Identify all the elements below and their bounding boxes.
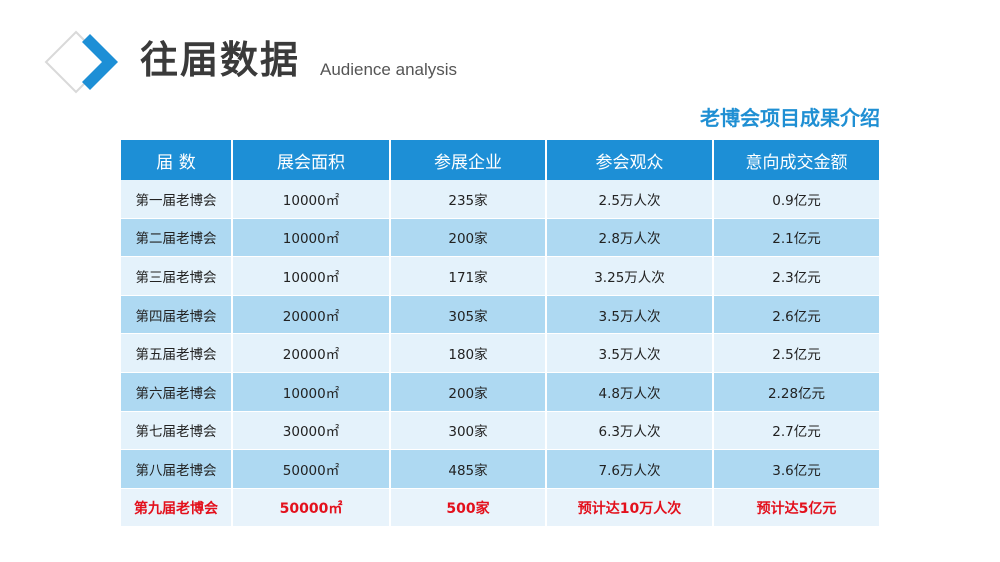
cell-exhibitors: 200家 [390, 372, 547, 412]
cell-visitors: 2.5万人次 [546, 180, 714, 219]
table-row-highlight: 第九届老博会 50000㎡ 500家 预计达10万人次 预计达5亿元 [121, 488, 879, 528]
cell-area: 20000㎡ [232, 333, 391, 373]
cell-area: 30000㎡ [232, 411, 391, 451]
column-header-area: 展会面积 [232, 140, 391, 180]
cell-area: 50000㎡ [232, 488, 391, 528]
cell-exhibitors: 180家 [390, 333, 547, 373]
cell-area: 10000㎡ [232, 372, 391, 412]
cell-exhibitors: 485家 [390, 449, 547, 489]
cell-deal-amount: 2.28亿元 [713, 372, 879, 412]
table-row: 第六届老博会 10000㎡ 200家 4.8万人次 2.28亿元 [121, 372, 879, 412]
cell-visitors: 预计达10万人次 [546, 488, 714, 528]
cell-deal-amount: 2.7亿元 [713, 411, 879, 451]
cell-visitors: 6.3万人次 [546, 411, 714, 451]
cell-visitors: 4.8万人次 [546, 372, 714, 412]
table-row: 第三届老博会 10000㎡ 171家 3.25万人次 2.3亿元 [121, 256, 879, 296]
cell-visitors: 3.5万人次 [546, 333, 714, 373]
cell-area: 10000㎡ [232, 256, 391, 296]
cell-session: 第八届老博会 [121, 449, 233, 489]
cell-deal-amount: 2.5亿元 [713, 333, 879, 373]
table-row: 第一届老博会 10000㎡ 235家 2.5万人次 0.9亿元 [121, 180, 879, 219]
column-header-session: 届 数 [121, 140, 233, 180]
cell-session: 第六届老博会 [121, 372, 233, 412]
cell-exhibitors: 171家 [390, 256, 547, 296]
table-row: 第二届老博会 10000㎡ 200家 2.8万人次 2.1亿元 [121, 218, 879, 258]
cell-visitors: 7.6万人次 [546, 449, 714, 489]
cell-visitors: 3.25万人次 [546, 256, 714, 296]
cell-exhibitors: 200家 [390, 218, 547, 258]
section-title: 老博会项目成果介绍 [700, 106, 880, 130]
table-row: 第五届老博会 20000㎡ 180家 3.5万人次 2.5亿元 [121, 333, 879, 373]
cell-session: 第三届老博会 [121, 256, 233, 296]
cell-session: 第五届老博会 [121, 333, 233, 373]
cell-deal-amount: 预计达5亿元 [713, 488, 879, 528]
cell-session: 第四届老博会 [121, 295, 233, 335]
column-header-deal-amount: 意向成交金额 [713, 140, 879, 180]
cell-session: 第七届老博会 [121, 411, 233, 451]
results-table: 届 数 展会面积 参展企业 参会观众 意向成交金额 第一届老博会 10000㎡ … [121, 140, 879, 528]
table-row: 第八届老博会 50000㎡ 485家 7.6万人次 3.6亿元 [121, 449, 879, 489]
cell-exhibitors: 305家 [390, 295, 547, 335]
cell-deal-amount: 2.1亿元 [713, 218, 879, 258]
cell-area: 20000㎡ [232, 295, 391, 335]
table-row: 第四届老博会 20000㎡ 305家 3.5万人次 2.6亿元 [121, 295, 879, 335]
table-row: 第七届老博会 30000㎡ 300家 6.3万人次 2.7亿元 [121, 411, 879, 451]
page-title: 往届数据 [140, 38, 301, 82]
cell-session: 第一届老博会 [121, 180, 233, 219]
page-subtitle: Audience analysis [320, 60, 458, 79]
cell-exhibitors: 235家 [390, 180, 547, 219]
column-header-visitors: 参会观众 [546, 140, 714, 180]
cell-area: 50000㎡ [232, 449, 391, 489]
column-header-exhibitors: 参展企业 [390, 140, 547, 180]
cell-visitors: 2.8万人次 [546, 218, 714, 258]
cell-deal-amount: 2.6亿元 [713, 295, 879, 335]
table-header-row: 届 数 展会面积 参展企业 参会观众 意向成交金额 [121, 140, 879, 180]
cell-exhibitors: 500家 [390, 488, 547, 528]
cell-area: 10000㎡ [232, 180, 391, 219]
cell-deal-amount: 2.3亿元 [713, 256, 879, 296]
diamond-logo-icon [44, 30, 118, 94]
cell-session: 第九届老博会 [121, 488, 233, 528]
cell-visitors: 3.5万人次 [546, 295, 714, 335]
cell-session: 第二届老博会 [121, 218, 233, 258]
cell-deal-amount: 3.6亿元 [713, 449, 879, 489]
cell-deal-amount: 0.9亿元 [713, 180, 879, 219]
cell-area: 10000㎡ [232, 218, 391, 258]
cell-exhibitors: 300家 [390, 411, 547, 451]
